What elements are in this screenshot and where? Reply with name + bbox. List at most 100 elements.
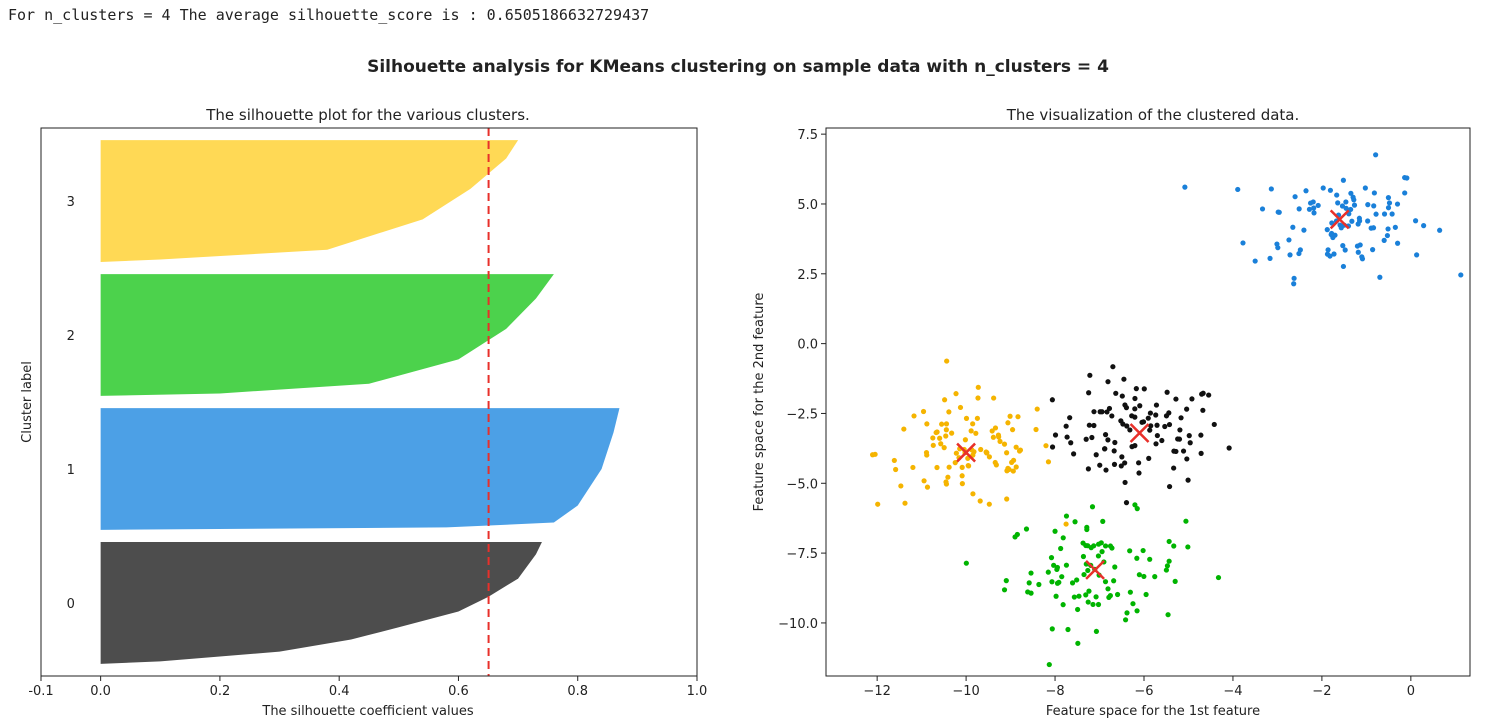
data-point-cluster-3 [934,429,940,435]
data-point-cluster-0 [1146,455,1152,461]
data-point-cluster-3 [937,435,943,441]
data-point-cluster-2 [1098,540,1104,546]
data-point-cluster-0 [1171,448,1177,454]
data-point-cluster-1 [1385,226,1391,232]
data-point-cluster-2 [1172,578,1178,584]
data-point-cluster-2 [1164,563,1171,569]
data-point-cluster-2 [1114,591,1121,598]
data-point-cluster-2 [1080,553,1087,560]
data-point-cluster-3 [1063,521,1069,527]
data-point-cluster-3 [995,432,1002,438]
data-point-cluster-1 [1394,240,1401,246]
data-point-cluster-2 [1134,608,1140,614]
data-point-cluster-0 [1071,451,1077,457]
data-point-cluster-1 [1458,272,1464,278]
data-point-cluster-0 [1083,436,1089,442]
data-point-cluster-0 [1198,450,1204,456]
data-point-cluster-0 [1132,406,1138,412]
x-tick-label: 0.0 [90,684,111,699]
data-point-cluster-1 [1348,190,1354,196]
data-point-cluster-2 [1165,612,1171,618]
data-point-cluster-0 [1049,397,1055,403]
data-point-cluster-1 [1296,250,1302,257]
data-point-cluster-1 [1276,209,1282,215]
data-point-cluster-2 [1127,589,1133,595]
data-point-cluster-0 [1091,409,1097,415]
data-point-cluster-3 [968,428,974,434]
data-point-cluster-0 [1119,393,1125,399]
data-point-cluster-1 [1402,190,1408,196]
data-point-cluster-3 [962,437,969,443]
data-point-cluster-3 [1004,496,1010,502]
data-point-cluster-2 [1105,586,1111,592]
data-point-cluster-0 [1136,470,1142,476]
data-point-cluster-0 [1102,446,1108,452]
data-point-cluster-0 [1122,479,1128,486]
data-point-cluster-2 [1085,599,1091,605]
data-point-cluster-1 [1384,232,1391,239]
data-point-cluster-3 [942,397,948,403]
data-point-cluster-3 [941,445,947,451]
data-point-cluster-2 [1075,640,1081,646]
data-point-cluster-2 [1127,548,1133,554]
data-point-cluster-0 [1147,410,1154,416]
cluster-center-x-marker [1085,559,1105,580]
data-point-cluster-1 [1394,201,1401,207]
data-point-cluster-0 [1187,440,1193,446]
silhouette-band-cluster-2 [100,274,554,396]
data-point-cluster-1 [1331,251,1337,257]
data-point-cluster-2 [1014,531,1020,538]
data-point-cluster-3 [898,483,904,489]
x-tick-label: 1.0 [687,684,708,699]
data-point-cluster-1 [1350,194,1356,200]
data-point-cluster-3 [959,481,965,487]
data-point-cluster-0 [1166,421,1173,428]
data-point-cluster-0 [1136,460,1142,466]
cluster-label: 0 [67,597,75,612]
data-point-cluster-0 [1166,483,1173,490]
data-point-cluster-2 [1060,602,1066,608]
data-point-cluster-3 [944,358,950,364]
data-point-cluster-3 [1009,427,1016,433]
data-point-cluster-0 [1200,407,1206,413]
data-point-cluster-1 [1267,255,1273,261]
data-point-cluster-3 [938,441,944,447]
data-point-cluster-0 [1068,440,1074,446]
data-point-cluster-0 [1132,395,1138,402]
data-point-cluster-2 [1122,617,1129,623]
data-point-cluster-1 [1365,218,1371,224]
data-point-cluster-0 [1097,409,1103,415]
data-point-cluster-2 [1102,543,1109,549]
data-point-cluster-1 [1286,237,1292,243]
data-point-cluster-3 [943,421,950,427]
x-tick-label: 0 [1407,684,1415,699]
data-point-cluster-2 [1132,502,1138,508]
data-point-cluster-1 [1392,224,1398,230]
data-point-cluster-1 [1414,252,1420,258]
data-point-cluster-2 [1152,574,1158,580]
data-point-cluster-1 [1324,227,1330,233]
data-point-cluster-3 [986,454,992,460]
data-point-cluster-1 [1332,232,1338,238]
data-point-cluster-2 [1069,580,1076,586]
data-point-cluster-2 [1185,544,1191,550]
data-point-cluster-2 [1049,579,1055,585]
data-point-cluster-1 [1291,281,1297,287]
data-point-cluster-1 [1296,206,1302,212]
data-point-cluster-3 [893,466,899,473]
data-point-cluster-0 [1141,386,1147,392]
data-point-cluster-1 [1377,274,1383,280]
data-point-cluster-0 [1111,448,1117,454]
cluster-center-x-marker [1129,423,1150,443]
data-point-cluster-2 [1052,528,1058,534]
x-tick-label: -0.1 [28,684,53,699]
data-point-cluster-3 [965,462,971,469]
x-tick-label: −12 [863,684,890,699]
data-point-cluster-1 [1385,205,1392,211]
data-point-cluster-3 [939,421,945,427]
data-point-cluster-1 [1421,223,1427,229]
console-output: For n_clusters = 4 The average silhouett… [8,6,650,24]
data-point-cluster-0 [1087,372,1093,378]
data-point-cluster-1 [1357,218,1363,224]
data-point-cluster-0 [1124,423,1130,429]
